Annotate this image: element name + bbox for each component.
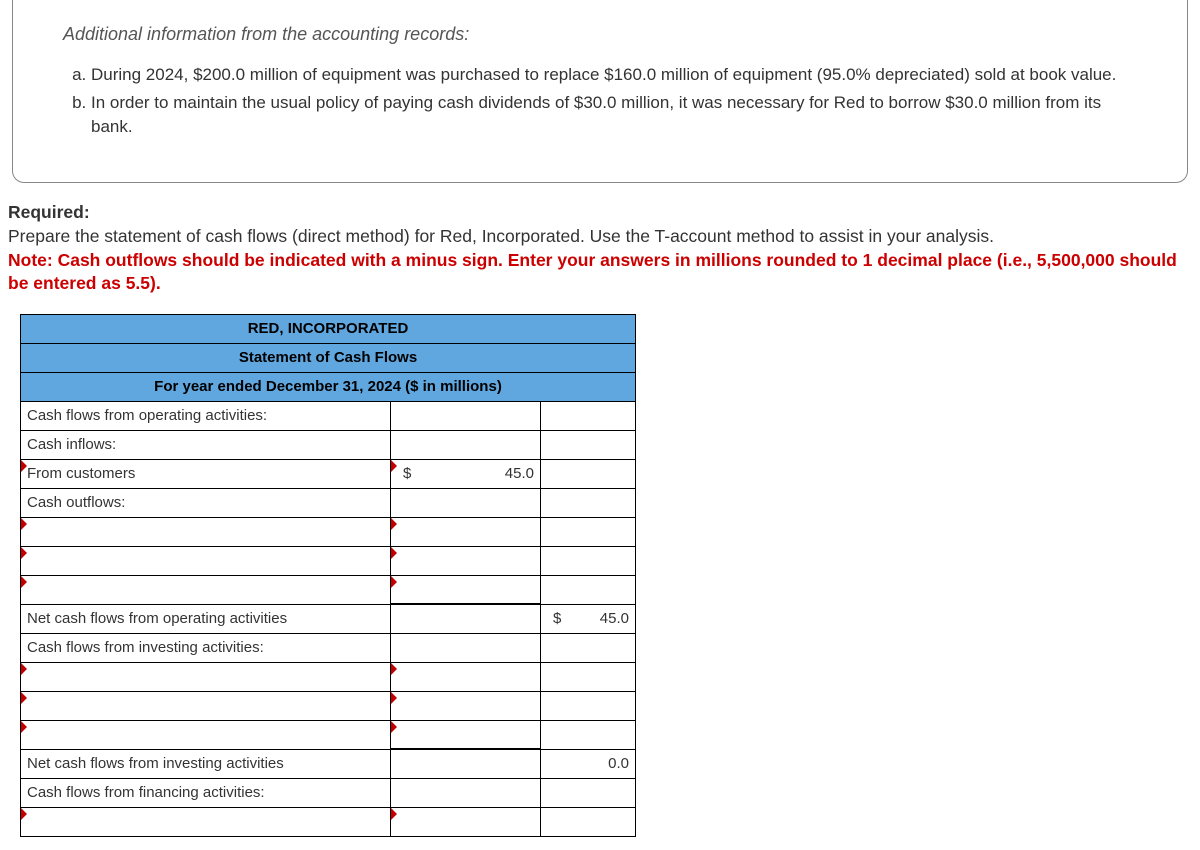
row-title: Statement of Cash Flows [21, 343, 636, 372]
blank-cell [391, 778, 541, 807]
net-op-value: 45.0 [600, 610, 629, 627]
title-cell: Statement of Cash Flows [21, 343, 636, 372]
dropdown-icon [21, 576, 27, 588]
row-inv-blank-1 [21, 662, 636, 691]
blank-cell [391, 488, 541, 517]
fin-header-cell: Cash flows from financing activities: [21, 778, 391, 807]
dropdown-icon [21, 721, 27, 733]
blank-cell [541, 430, 636, 459]
row-outflow-blank-3 [21, 575, 636, 604]
blank-cell [541, 720, 636, 749]
blank-cell [541, 517, 636, 546]
dropdown-icon [21, 547, 27, 559]
outflow-amt-input[interactable] [391, 546, 541, 575]
net-inv-label: Net cash flows from investing activities [21, 749, 391, 778]
info-item-b: In order to maintain the usual policy of… [91, 91, 1137, 139]
row-period: For year ended December 31, 2024 ($ in m… [21, 372, 636, 401]
required-label: Required: [8, 202, 90, 222]
outflows-cell: Cash outflows: [21, 488, 391, 517]
outflow-desc-input[interactable] [21, 546, 391, 575]
inv-desc-input[interactable] [21, 691, 391, 720]
required-block: Required: Prepare the statement of cash … [8, 201, 1192, 296]
blank-cell [391, 633, 541, 662]
inv-amt-input[interactable] [391, 662, 541, 691]
inv-desc-input[interactable] [21, 662, 391, 691]
blank-cell [391, 430, 541, 459]
dropdown-icon [21, 663, 27, 675]
dropdown-icon [21, 460, 27, 472]
row-inv-blank-3 [21, 720, 636, 749]
outflow-desc-input[interactable] [21, 517, 391, 546]
inv-amt-input[interactable] [391, 691, 541, 720]
blank-cell [391, 749, 541, 778]
row-from-customers: From customers $ 45.0 [21, 459, 636, 488]
net-inv-amount: 0.0 [541, 749, 636, 778]
row-fin-blank-1 [21, 807, 636, 836]
additional-info-box: Additional information from the accounti… [12, 0, 1188, 183]
blank-cell [541, 662, 636, 691]
net-op-label: Net cash flows from operating activities [21, 604, 391, 633]
outflow-amt-input[interactable] [391, 517, 541, 546]
required-body: Prepare the statement of cash flows (dir… [8, 226, 994, 246]
fin-amt-input[interactable] [391, 807, 541, 836]
row-net-op: Net cash flows from operating activities… [21, 604, 636, 633]
row-net-inv: Net cash flows from investing activities… [21, 749, 636, 778]
outflow-amt-input[interactable] [391, 575, 541, 604]
dropdown-icon [391, 692, 397, 704]
dropdown-icon [391, 808, 397, 820]
from-customers-text: From customers [27, 465, 135, 482]
inv-desc-input[interactable] [21, 720, 391, 749]
net-inv-value: 0.0 [608, 755, 629, 772]
dropdown-icon [391, 576, 397, 588]
statement-table: RED, INCORPORATED Statement of Cash Flow… [20, 314, 636, 837]
inv-amt-input[interactable] [391, 720, 541, 749]
row-outflow-blank-2 [21, 546, 636, 575]
net-op-amount: $ 45.0 [541, 604, 636, 633]
blank-cell [541, 401, 636, 430]
required-note: Note: Cash outflows should be indicated … [8, 250, 1177, 294]
from-customers-label[interactable]: From customers [21, 459, 391, 488]
dropdown-icon [21, 518, 27, 530]
op-header-cell: Cash flows from operating activities: [21, 401, 391, 430]
info-item-a: During 2024, $200.0 million of equipment… [91, 63, 1137, 87]
currency-symbol: $ [553, 610, 561, 627]
row-fin-header: Cash flows from financing activities: [21, 778, 636, 807]
inv-header-cell: Cash flows from investing activities: [21, 633, 391, 662]
blank-cell [391, 604, 541, 633]
row-inflows: Cash inflows: [21, 430, 636, 459]
blank-cell [541, 546, 636, 575]
blank-cell [541, 575, 636, 604]
outflow-desc-input[interactable] [21, 575, 391, 604]
blank-cell [541, 778, 636, 807]
row-outflows: Cash outflows: [21, 488, 636, 517]
dropdown-icon [391, 721, 397, 733]
blank-cell [541, 488, 636, 517]
dropdown-icon [391, 460, 397, 472]
blank-cell [541, 459, 636, 488]
dropdown-icon [391, 663, 397, 675]
blank-cell [541, 633, 636, 662]
dropdown-icon [391, 518, 397, 530]
info-heading: Additional information from the accounti… [63, 24, 1137, 45]
inflows-cell: Cash inflows: [21, 430, 391, 459]
row-outflow-blank-1 [21, 517, 636, 546]
from-customers-value: 45.0 [505, 465, 534, 482]
dropdown-icon [21, 692, 27, 704]
row-inv-header: Cash flows from investing activities: [21, 633, 636, 662]
blank-cell [541, 691, 636, 720]
currency-symbol: $ [403, 465, 411, 482]
period-cell: For year ended December 31, 2024 ($ in m… [21, 372, 636, 401]
from-customers-amount[interactable]: $ 45.0 [391, 459, 541, 488]
blank-cell [541, 807, 636, 836]
dropdown-icon [391, 547, 397, 559]
row-inv-blank-2 [21, 691, 636, 720]
fin-desc-input[interactable] [21, 807, 391, 836]
info-list: During 2024, $200.0 million of equipment… [91, 63, 1137, 138]
blank-cell [391, 401, 541, 430]
row-op-header: Cash flows from operating activities: [21, 401, 636, 430]
company-cell: RED, INCORPORATED [21, 314, 636, 343]
dropdown-icon [21, 808, 27, 820]
row-company: RED, INCORPORATED [21, 314, 636, 343]
